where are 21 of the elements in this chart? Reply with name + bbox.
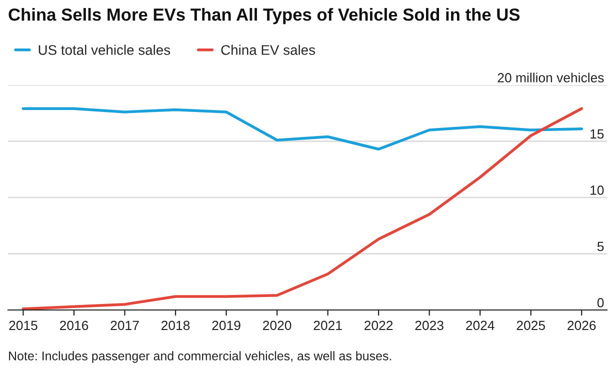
legend-label: US total vehicle sales — [38, 44, 170, 55]
x-tick-label: 2022 — [364, 320, 393, 330]
x-tick-label: 2015 — [9, 320, 38, 330]
chart-title: China Sells More EVs Than All Types of Vehicle Sold in the US — [8, 8, 520, 24]
text: Note: Includes passenger and commercial vehicles, as well as buses. — [9, 351, 392, 363]
x-tick-label: 2024 — [466, 320, 494, 330]
y-tick-label: 5 — [597, 242, 604, 252]
y-tick-label: 15 — [590, 129, 604, 139]
x-tick-label: 2019 — [212, 320, 240, 330]
x-tick-label: 2023 — [415, 320, 444, 330]
x-tick-label: 2018 — [162, 320, 190, 330]
y-tick-label: 20 million vehicles — [498, 72, 604, 82]
y-tick-label: 0 — [597, 298, 604, 308]
x-tick-label: 2020 — [263, 320, 292, 330]
x-tick-label: 2026 — [568, 320, 596, 330]
x-tick-label: 2016 — [60, 320, 88, 330]
legend-label: China EV sales — [221, 44, 316, 55]
y-tick-label: 10 — [590, 186, 604, 195]
x-tick-label: 2021 — [314, 320, 342, 330]
x-tick-label: 2025 — [516, 320, 545, 330]
x-tick-label: 2017 — [110, 320, 139, 330]
